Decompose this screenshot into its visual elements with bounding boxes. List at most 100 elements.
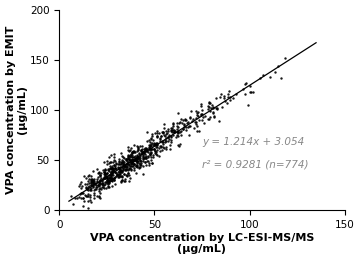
- Point: [123, 162, 129, 167]
- Point: [151, 147, 157, 151]
- Point: [105, 180, 111, 184]
- Point: [221, 94, 227, 98]
- Point: [136, 151, 142, 155]
- Point: [112, 175, 118, 179]
- Point: [142, 160, 148, 165]
- Point: [188, 115, 193, 119]
- Point: [105, 182, 111, 186]
- Point: [105, 167, 111, 171]
- Point: [111, 160, 116, 165]
- Point: [208, 115, 213, 119]
- Point: [122, 166, 127, 171]
- Point: [148, 158, 154, 162]
- Point: [144, 149, 150, 153]
- Point: [166, 137, 172, 141]
- Point: [108, 166, 114, 170]
- Point: [72, 196, 78, 200]
- Point: [105, 178, 111, 182]
- Point: [94, 180, 99, 184]
- Point: [87, 181, 93, 185]
- Point: [145, 154, 151, 158]
- Point: [154, 143, 159, 147]
- Point: [97, 196, 103, 200]
- Point: [116, 174, 121, 179]
- Point: [153, 145, 159, 149]
- Point: [104, 176, 109, 180]
- Point: [116, 162, 122, 167]
- Point: [92, 181, 98, 185]
- Point: [183, 118, 188, 122]
- Point: [91, 187, 97, 192]
- Point: [114, 173, 120, 177]
- Point: [111, 176, 117, 180]
- Point: [198, 102, 204, 106]
- Point: [87, 187, 93, 192]
- Point: [102, 176, 108, 180]
- Point: [129, 158, 135, 162]
- Point: [96, 187, 102, 191]
- Point: [88, 183, 94, 187]
- Point: [103, 173, 108, 177]
- Point: [145, 150, 151, 154]
- Point: [140, 157, 146, 161]
- Point: [136, 159, 141, 163]
- Point: [108, 153, 114, 158]
- Point: [116, 172, 122, 176]
- Point: [101, 172, 107, 176]
- Point: [170, 121, 176, 125]
- Point: [100, 185, 106, 189]
- Point: [168, 129, 174, 133]
- Point: [95, 175, 100, 179]
- Point: [108, 173, 114, 177]
- Point: [154, 134, 159, 138]
- Point: [160, 131, 166, 135]
- Point: [150, 144, 156, 148]
- Point: [94, 193, 100, 198]
- Point: [125, 162, 130, 166]
- Point: [175, 129, 181, 134]
- Point: [87, 193, 93, 197]
- Point: [222, 99, 228, 103]
- Point: [123, 157, 129, 161]
- Point: [88, 178, 94, 183]
- Point: [159, 139, 165, 143]
- Point: [76, 195, 82, 199]
- Point: [106, 161, 112, 165]
- Point: [195, 110, 201, 114]
- Point: [207, 100, 213, 105]
- Point: [178, 133, 184, 137]
- Point: [213, 96, 219, 100]
- Point: [129, 160, 134, 164]
- Point: [204, 107, 210, 111]
- Point: [207, 109, 212, 113]
- Point: [124, 167, 130, 171]
- Point: [165, 135, 171, 139]
- Point: [89, 183, 95, 187]
- Point: [150, 155, 156, 159]
- Point: [85, 187, 90, 191]
- Point: [186, 124, 192, 128]
- Point: [175, 131, 181, 135]
- Point: [120, 159, 126, 163]
- Point: [140, 156, 146, 160]
- Point: [104, 176, 110, 180]
- Point: [177, 130, 183, 134]
- Point: [118, 168, 123, 172]
- Point: [146, 161, 152, 165]
- Point: [68, 194, 74, 198]
- Point: [101, 176, 107, 180]
- Point: [170, 128, 176, 132]
- Point: [99, 179, 104, 183]
- Point: [156, 146, 162, 150]
- Point: [154, 129, 159, 134]
- Point: [95, 183, 101, 187]
- Point: [205, 117, 211, 121]
- Point: [135, 145, 141, 149]
- Point: [107, 173, 113, 177]
- Text: r² = 0.9281 (n=774): r² = 0.9281 (n=774): [202, 159, 309, 169]
- Point: [121, 162, 127, 166]
- Point: [99, 181, 105, 186]
- Point: [119, 161, 125, 165]
- Point: [108, 171, 113, 175]
- Point: [126, 166, 132, 170]
